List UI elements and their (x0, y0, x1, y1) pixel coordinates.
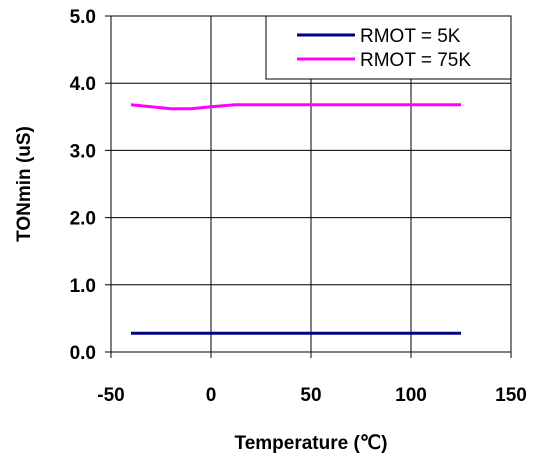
y-tick-label: 2.0 (70, 209, 96, 230)
tick-labels: -50 0 50 100 150 0.0 1.0 2.0 3.0 4.0 5.0 (70, 7, 527, 406)
y-tick-label: 1.0 (70, 276, 96, 297)
legend-box (265, 15, 512, 80)
y-tick-label: 3.0 (70, 141, 96, 162)
y-tick-label: 5.0 (70, 7, 96, 28)
series-lines (130, 103, 461, 335)
series-line-2 (130, 103, 461, 111)
x-tick-label: 100 (395, 385, 427, 406)
y-tick-label: 4.0 (70, 74, 96, 95)
x-tick-label: 50 (300, 385, 321, 406)
x-tick-label: 0 (206, 385, 217, 406)
y-tick-label: 0.0 (70, 343, 96, 364)
grid-lines (105, 15, 512, 358)
legend-label-2: RMOT = 75K (360, 50, 471, 71)
y-axis-title: TONmin (uS) (14, 126, 35, 242)
x-axis-title: Temperature (℃) (235, 433, 388, 454)
legend: RMOT = 5K RMOT = 75K (265, 15, 512, 80)
x-tick-label: 150 (495, 385, 527, 406)
legend-label-1: RMOT = 5K (360, 26, 461, 47)
x-tick-label: -50 (97, 385, 124, 406)
